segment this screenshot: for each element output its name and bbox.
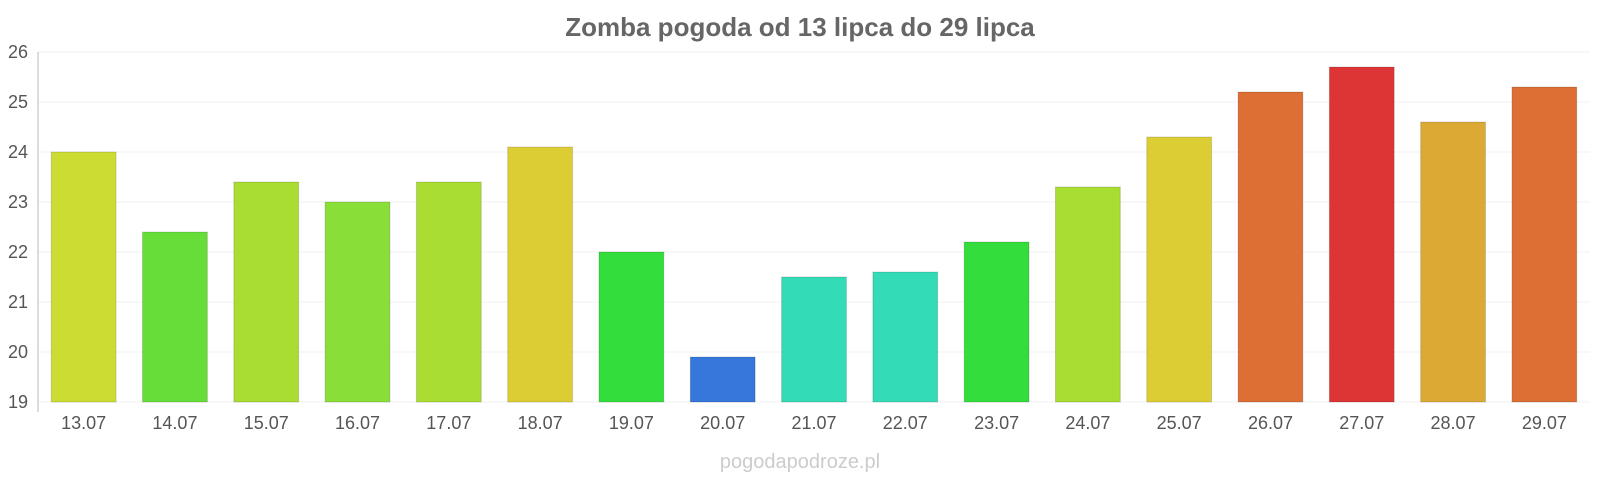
bar-24.07[interactable]: [1054, 186, 1121, 403]
x-axis-ticks: 13.07 14.07 15.07 16.07 17.07 18.07 19.07 20.07…: [61, 413, 1567, 433]
y-tick-label: 22: [8, 242, 28, 262]
x-tick-label: 18.07: [518, 413, 563, 433]
x-tick-label: 28.07: [1431, 413, 1476, 433]
bar-19.07[interactable]: [598, 251, 665, 403]
bar-20.07[interactable]: [689, 356, 756, 403]
x-tick-label: 25.07: [1157, 413, 1202, 433]
bar-29.07[interactable]: [1511, 86, 1578, 403]
bar-23.07[interactable]: [963, 241, 1030, 403]
bar-28.07[interactable]: [1420, 121, 1486, 403]
x-tick-label: 22.07: [883, 413, 928, 433]
y-tick-label: 19: [8, 392, 28, 412]
bar-22.07[interactable]: [872, 271, 939, 403]
bar-27.07[interactable]: [1328, 66, 1395, 403]
x-tick-label: 24.07: [1065, 413, 1110, 433]
x-tick-label: 14.07: [152, 413, 197, 433]
bar-14.07[interactable]: [142, 231, 208, 403]
x-tick-label: 26.07: [1248, 413, 1293, 433]
x-tick-label: 21.07: [791, 413, 836, 433]
y-tick-label: 21: [8, 292, 28, 312]
y-tick-label: 20: [8, 342, 28, 362]
x-tick-label: 23.07: [974, 413, 1019, 433]
bar-25.07[interactable]: [1146, 136, 1213, 403]
y-tick-label: 24: [8, 142, 28, 162]
x-tick-label: 17.07: [426, 413, 471, 433]
bar-16.07[interactable]: [324, 201, 391, 403]
bar-18.07[interactable]: [507, 146, 574, 403]
y-tick-label: 23: [8, 192, 28, 212]
chart-title: Zomba pogoda od 13 lipca do 29 lipca: [565, 12, 1035, 42]
x-tick-label: 16.07: [335, 413, 380, 433]
y-axis-ticks: 19 20 21 22 23 24 25 26: [8, 42, 28, 412]
bar-21.07[interactable]: [781, 276, 847, 403]
x-tick-label: 27.07: [1339, 413, 1384, 433]
y-tick-label: 26: [8, 42, 28, 62]
bar-26.07[interactable]: [1237, 91, 1304, 403]
x-tick-label: 20.07: [700, 413, 745, 433]
x-tick-label: 13.07: [61, 413, 106, 433]
bar-15.07[interactable]: [233, 181, 300, 403]
bar-13.07[interactable]: [50, 151, 117, 403]
x-tick-label: 29.07: [1522, 413, 1567, 433]
x-tick-label: 19.07: [609, 413, 654, 433]
bar-17.07[interactable]: [415, 181, 482, 403]
y-tick-label: 25: [8, 92, 28, 112]
x-tick-label: 15.07: [244, 413, 289, 433]
watermark: pogodapodroze.pl: [720, 451, 880, 473]
bars-layer: [50, 66, 1578, 403]
